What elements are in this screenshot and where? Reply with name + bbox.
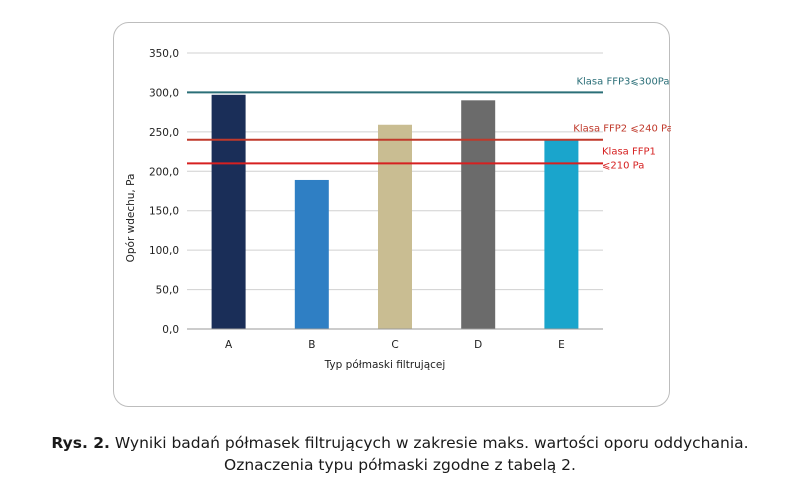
reference-label: Klasa FFP3⩽300Pa — [576, 76, 669, 87]
x-tick-label: C — [391, 339, 398, 351]
x-tick-label: A — [225, 339, 233, 351]
x-tick-label: E — [558, 339, 565, 351]
reference-label: ⩽210 Pa — [602, 160, 644, 171]
y-tick-label: 350,0 — [149, 48, 179, 60]
chart-frame: Klasa FFP3⩽300Pa Klasa FFP2 ⩽240 Pa Klasa … — [113, 22, 671, 407]
figure-caption: Rys. 2. Wyniki badań półmasek filtrujący… — [0, 432, 800, 476]
bar-e — [544, 139, 579, 329]
axis-layer: 0,0 50,0 100,0 150,0 200,0 250,0 300,0 350,0 A B C… — [149, 48, 603, 351]
x-tick-label: B — [308, 339, 315, 351]
reference-label: Klasa FFP1 — [602, 146, 656, 157]
caption-prefix: Rys. 2. — [51, 434, 110, 452]
bar-layer — [211, 94, 579, 330]
y-tick-label: 150,0 — [149, 206, 179, 218]
y-tick-label: 300,0 — [149, 87, 179, 99]
y-axis-title: Opór wdechu, Pa — [125, 174, 137, 263]
bar-c — [378, 124, 412, 329]
x-tick-label: D — [474, 339, 482, 351]
reference-lines: Klasa FFP3⩽300Pa Klasa FFP2 ⩽240 Pa Klasa … — [187, 76, 671, 171]
bar-a — [211, 94, 246, 330]
y-tick-label: 200,0 — [149, 166, 179, 178]
reference-label: Klasa FFP2 ⩽240 Pa — [573, 124, 671, 135]
bar-d — [461, 100, 496, 329]
caption-text-1: Wyniki badań półmasek filtrujących w zak… — [109, 434, 749, 452]
y-tick-label: 250,0 — [149, 127, 179, 139]
x-axis-title: Typ półmaski filtrującej — [324, 359, 446, 371]
caption-line-1: Rys. 2. Wyniki badań półmasek filtrujący… — [0, 432, 800, 454]
bar-chart: Klasa FFP3⩽300Pa Klasa FFP2 ⩽240 Pa Klasa … — [125, 48, 671, 371]
y-tick-label: 100,0 — [149, 245, 179, 257]
y-tick-label: 0,0 — [162, 324, 179, 336]
bar-b — [294, 179, 329, 329]
caption-line-2: Oznaczenia typu półmaski zgodne z tabelą… — [224, 456, 576, 474]
y-tick-label: 50,0 — [156, 285, 179, 297]
